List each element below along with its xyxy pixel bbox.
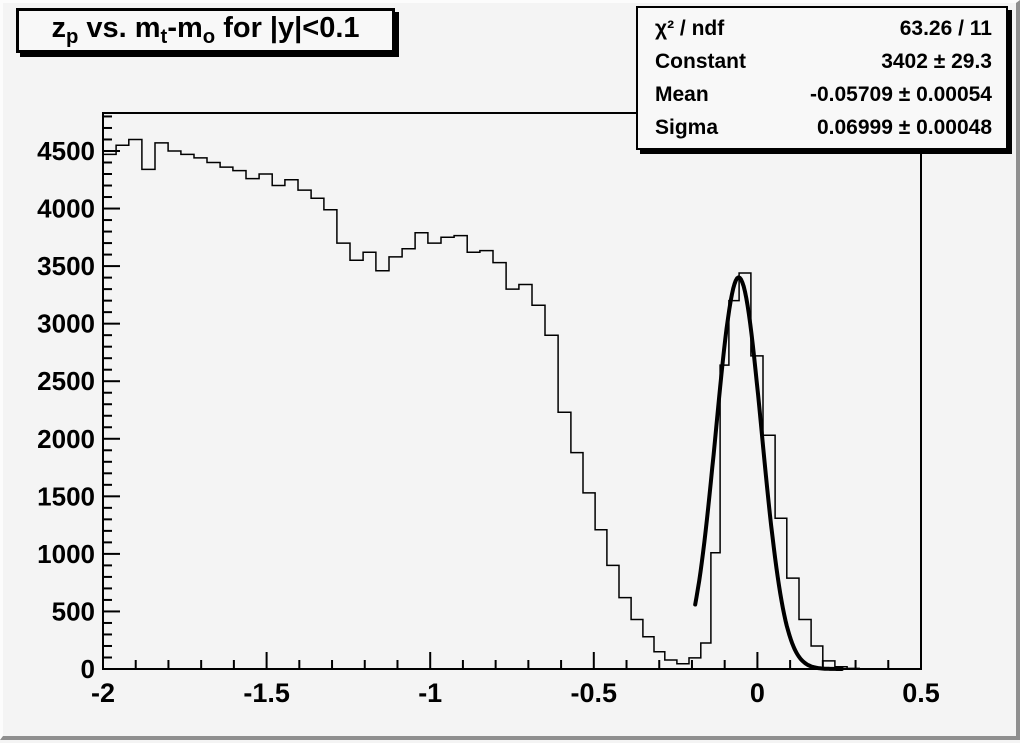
plot-frame <box>102 112 922 670</box>
x-axis-tick-label: 0.5 <box>902 678 940 708</box>
stats-value: -0.05709 ± 0.00054 <box>809 82 992 106</box>
stats-row-sigma: Sigma 0.06999 ± 0.00048 <box>638 113 1006 143</box>
y-axis-tick-label: 3000 <box>37 309 95 339</box>
histogram-title-box: zp vs. mt-mo for |y|<0.1 <box>16 8 395 53</box>
x-axis-tick-label: -0.5 <box>571 678 618 708</box>
y-axis-tick-label: 1500 <box>37 481 95 511</box>
histogram-line <box>103 138 921 670</box>
stats-label: Constant <box>655 49 746 73</box>
y-axis-tick-label: 500 <box>52 596 95 626</box>
fit-curve <box>693 275 844 671</box>
y-axis-tick-label: 4500 <box>37 136 95 166</box>
x-axis-tick-label: -1 <box>418 678 442 708</box>
y-axis-tick-label: 0 <box>81 654 95 684</box>
y-axis-tick-label: 3500 <box>37 251 95 281</box>
stats-value: 0.06999 ± 0.00048 <box>816 115 992 139</box>
histogram-title-text: zp vs. mt-mo for |y|<0.1 <box>51 11 360 49</box>
y-axis-tick-label: 4000 <box>37 194 95 224</box>
stats-label: Mean <box>655 82 709 106</box>
stats-label: Sigma <box>655 115 719 139</box>
stats-label: χ² / ndf <box>655 16 725 40</box>
stats-value: 3402 ± 29.3 <box>881 49 992 73</box>
y-axis-tick-label: 1000 <box>37 539 95 569</box>
x-axis-tick-label: -2 <box>91 678 115 708</box>
fit-stats-box: χ² / ndf 63.26 / 11 Constant 3402 ± 29.3… <box>636 6 1008 150</box>
x-axis-tick-label: 0 <box>750 678 765 708</box>
stats-row-mean: Mean -0.05709 ± 0.00054 <box>638 80 1006 110</box>
histogram-plot: 0 500 1000 1500 2000 2500 3000 3500 4000 4500 -2 -1… <box>37 112 940 708</box>
y-axis-tick-label: 2000 <box>37 424 95 454</box>
stats-row-chi2: χ² / ndf 63.26 / 11 <box>638 14 1006 44</box>
x-axis-tick-label: -1.5 <box>243 678 290 708</box>
y-axis-tick-label: 2500 <box>37 366 95 396</box>
stats-value: 63.26 / 11 <box>899 16 992 40</box>
stats-row-constant: Constant 3402 ± 29.3 <box>638 47 1006 77</box>
